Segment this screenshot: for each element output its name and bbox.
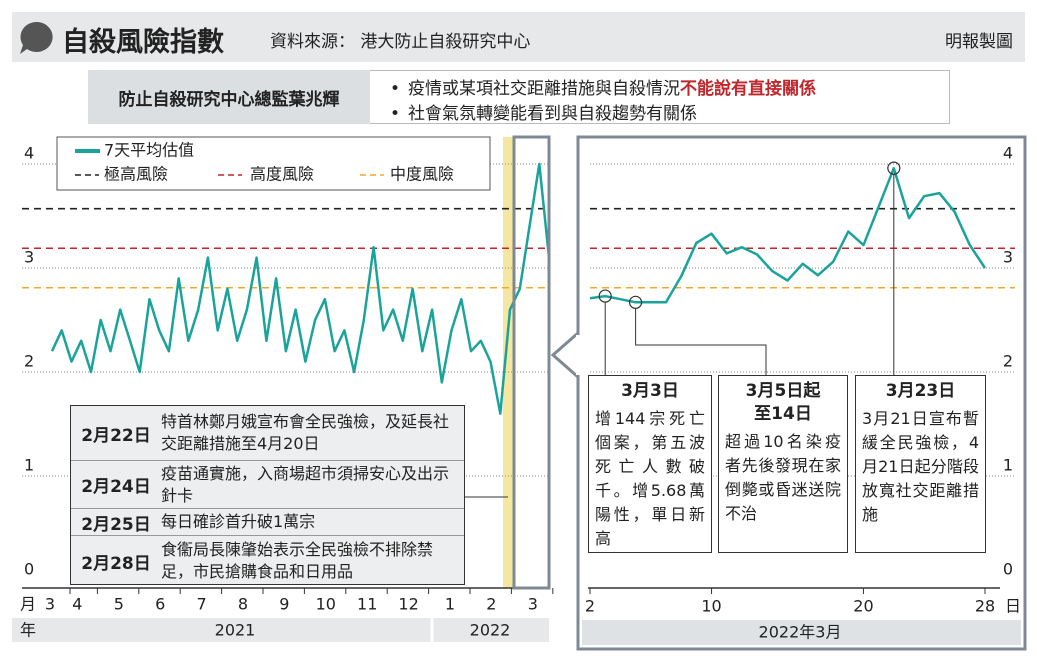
x-tick-label: 2	[486, 595, 496, 614]
x-tick-label: 3	[528, 595, 538, 614]
legend-label: 7天平均估值	[104, 141, 194, 160]
y-tick-label: 0	[24, 560, 34, 579]
x-tick-label: 9	[279, 595, 289, 614]
event-date: 2月22日	[81, 425, 151, 446]
quote-text: 疫情或某項社交距離措施與自殺情況	[408, 79, 681, 99]
y-tick-label: 2	[1003, 352, 1013, 371]
zoom-box	[512, 135, 551, 590]
annotation-title: 3月5日起至14日	[745, 381, 821, 424]
y-tick-label: 0	[1003, 560, 1013, 579]
leader-line	[635, 308, 767, 375]
x-tick-label: 10	[701, 597, 721, 616]
annotation-text: 超過10名染疫者先後發現在家倒斃或昏迷送院不治	[725, 432, 841, 523]
y-tick-label: 4	[1003, 144, 1013, 163]
x-label-bar	[582, 620, 1021, 645]
event-row: 2月25日 每日確診首升破1萬宗	[71, 509, 464, 536]
annotation-title: 3月23日	[885, 381, 956, 401]
annotation-box: 3月3日增144宗死亡個案，第五波死亡人數破千。增5.68萬陽性，單日新高	[588, 375, 712, 553]
annotation-box: 3月23日 3月21日宣布暫緩全民強檢，4月21日起分階段放寬社交距離措施	[855, 375, 986, 553]
event-text: 疫苗通實施，入商場超市須掃安心及出示針卡	[161, 463, 450, 505]
header-bar	[12, 12, 1025, 62]
x-tick-label: 12	[398, 595, 418, 614]
zoom-pointer	[550, 329, 580, 381]
x-tick-label: 11	[357, 595, 377, 614]
quote-point: 疫情或某項社交距離措施與自殺情況不能說有直接關係	[390, 74, 816, 99]
y-tick-label: 1	[1003, 456, 1013, 475]
x-tick-label: 10	[316, 595, 336, 614]
legend-box	[56, 136, 491, 191]
speaker: 防止自殺研究中心總監葉兆輝	[88, 70, 370, 124]
x-tick-label: 7	[197, 595, 207, 614]
quote-point: 社會氣氛轉變能看到與自殺趨勢有關係	[390, 99, 697, 124]
series-line	[589, 166, 987, 304]
highlight-band	[503, 137, 513, 588]
event-row: 2月22日 特首林鄭月娥宣布會全民強檢，及延長社交距離措施至4月20日	[71, 406, 464, 461]
quote-text: 社會氣氛轉變能看到與自殺趨勢有關係	[408, 104, 698, 124]
x-axis-label: 2022年3月	[759, 623, 842, 642]
y-tick-label: 1	[24, 456, 34, 475]
event-table: 2月22日 特首林鄭月娥宣布會全民強檢，及延長社交距離措施至4月20日 2月24日疫…	[70, 405, 465, 585]
legend-label: 中度風險	[390, 165, 454, 184]
annotation-text: 3月21日宣布暫緩全民強檢，4月21日起分階段放寬社交距離措施	[862, 409, 979, 524]
y-tick-label: 2	[24, 352, 34, 371]
x-tick-label: 2	[585, 597, 595, 616]
x-axis-label: 月	[20, 595, 36, 614]
title: 自殺風險指數	[62, 27, 224, 58]
y-tick-label: 3	[24, 248, 34, 267]
x-tick-label: 28	[975, 597, 995, 616]
year-bar	[12, 618, 549, 642]
x-unit: 日	[1005, 597, 1021, 616]
annotation-text: 增144宗死亡個案，第五波死亡人數破千。增5.68萬陽性，單日新高	[595, 409, 705, 548]
event-text: 特首林鄭月娥宣布會全民強檢，及延長社交距離措施至4月20日	[161, 412, 450, 453]
event-date: 2月24日	[81, 477, 151, 497]
credit: 明報製圖	[945, 32, 1013, 52]
legend-label: 極高風險	[104, 165, 168, 184]
event-row: 2月28日 食衞局長陳肇始表示全民強檢不排除禁足，市民搶購食品和日用品	[71, 536, 464, 586]
year-label: 2022	[470, 621, 511, 640]
year-axis-label: 年	[20, 621, 36, 640]
x-tick-label: 1	[445, 595, 455, 614]
x-tick-label: 4	[72, 595, 82, 614]
source: 資料來源： 港大防止自殺研究中心	[270, 32, 531, 52]
x-tick-label: 6	[155, 595, 165, 614]
highlight-point	[598, 289, 612, 303]
event-row: 2月24日 疫苗通實施，入商場超市須掃安心及出示針卡	[71, 461, 464, 509]
event-date: 2月25日	[81, 514, 151, 535]
x-tick-label: 3	[45, 595, 55, 614]
icon	[20, 21, 53, 55]
highlight-point	[887, 161, 901, 175]
series-line	[50, 162, 551, 415]
x-tick-label: 20	[853, 597, 873, 616]
y-tick-label: 4	[24, 144, 34, 163]
event-date: 2月28日	[81, 553, 151, 574]
quote-emphasis: 不能說有直接關係	[680, 79, 817, 99]
event-text: 食衞局長陳肇始表示全民強檢不排除禁足，市民搶購食品和日用品	[161, 540, 434, 581]
legend-label: 高度風險	[250, 165, 314, 184]
highlight-point	[628, 295, 643, 309]
year-label: 2021	[215, 621, 256, 640]
event-text: 每日確診首升破1萬宗	[161, 512, 316, 531]
annotation-title: 3月3日	[621, 381, 679, 401]
annotation-box: 3月5日起至14日超過10名染疫者先後發現在家倒斃或昏迷送院不治	[718, 375, 848, 553]
x-tick-label: 8	[238, 595, 248, 614]
x-tick-label: 5	[114, 595, 124, 614]
y-tick-label: 3	[1003, 248, 1013, 267]
